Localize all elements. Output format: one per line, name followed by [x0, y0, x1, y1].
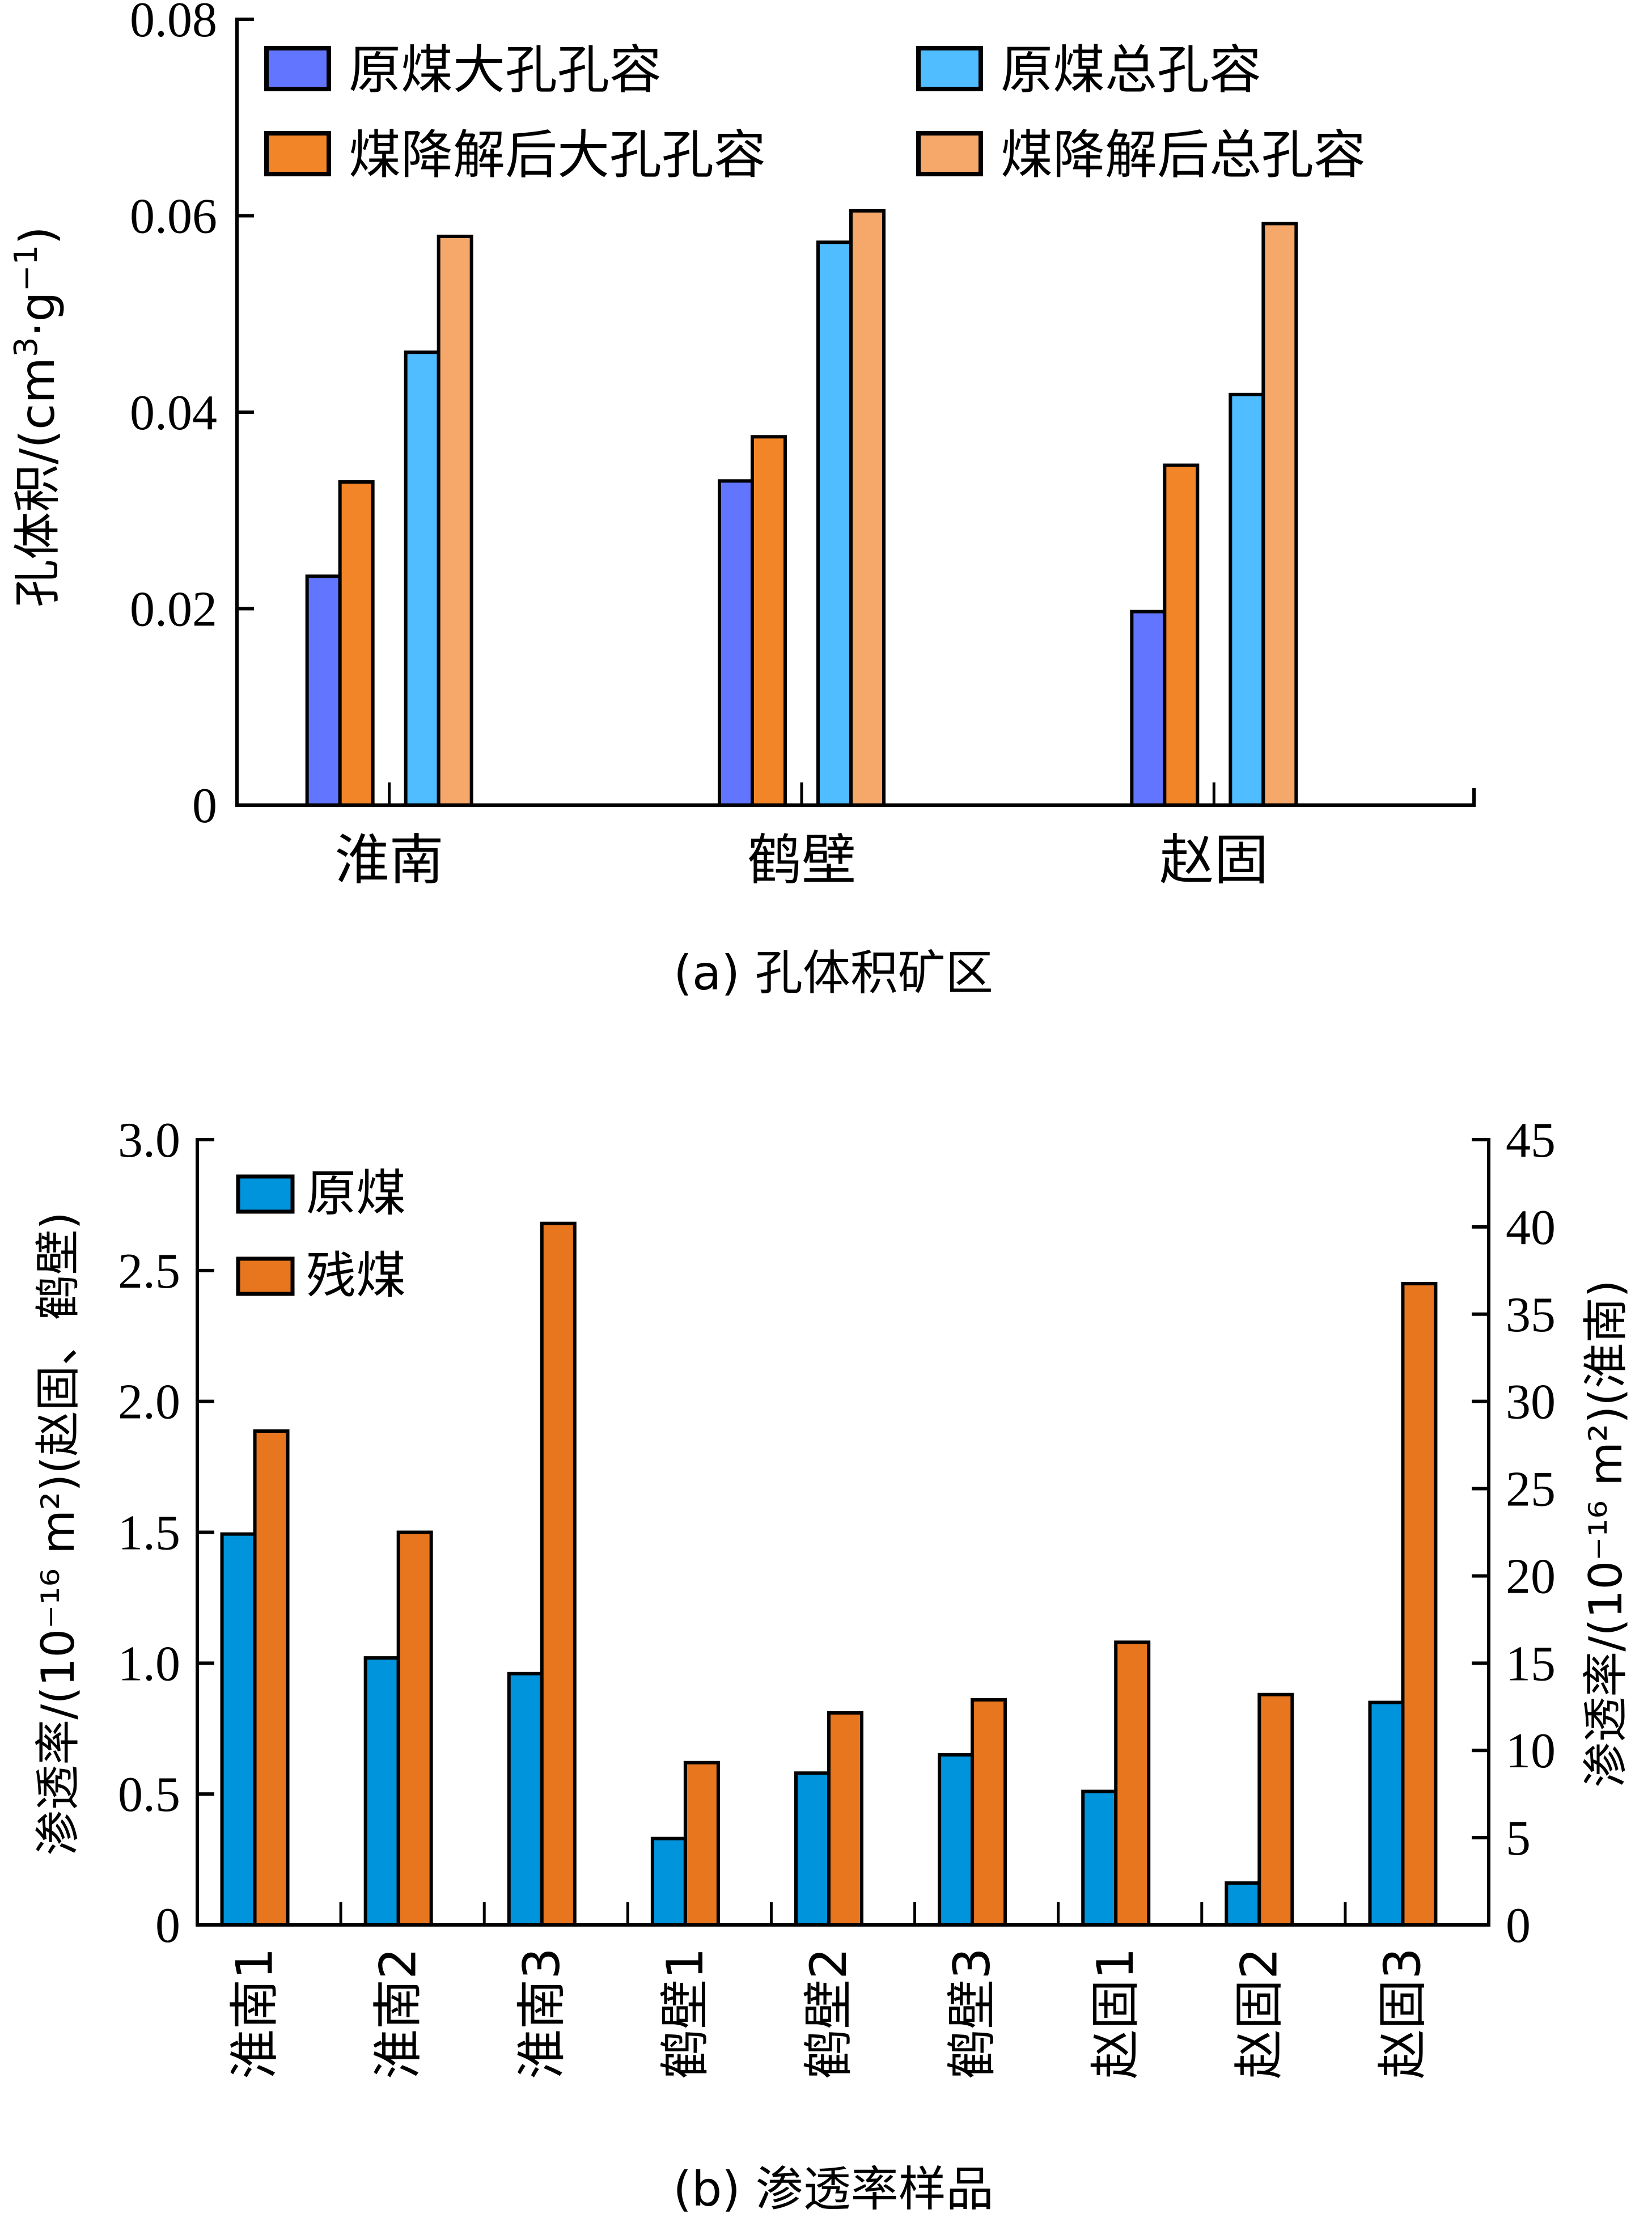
bar-2-0 — [404, 350, 440, 807]
x-tick-label: 赵固1 — [1086, 1948, 1145, 2079]
x-tick-label: 淮南 — [335, 828, 444, 892]
bar-1-5 — [971, 1698, 1007, 1927]
caption: (b) 渗透率样品 — [673, 2161, 994, 2217]
x-tick-label: 淮南2 — [369, 1948, 427, 2079]
axis-lines — [196, 1138, 1490, 1927]
legend-label: 原煤 — [306, 1164, 406, 1222]
bar-3-1 — [849, 209, 886, 807]
legend-swatch — [916, 131, 983, 176]
bar-0-6 — [1081, 1789, 1118, 1927]
x-tick-label: 赵固2 — [1230, 1948, 1288, 2079]
bar-1-4 — [827, 1711, 863, 1927]
bar-3-2 — [1261, 222, 1298, 807]
bar-2-1 — [816, 240, 853, 807]
bar-0-8 — [1368, 1700, 1405, 1927]
axes — [235, 18, 1476, 807]
x-tick-label: 鹤壁3 — [943, 1948, 1001, 2079]
bar-0-3 — [650, 1836, 687, 1927]
bar-0-2 — [507, 1671, 544, 1927]
legend-swatch — [236, 1256, 295, 1296]
y-tick-label-right: 40 — [1506, 1200, 1556, 1255]
x-tick-label: 赵固 — [1159, 828, 1268, 892]
bar-0-0 — [220, 1532, 257, 1927]
x-tick-label: 淮南3 — [512, 1948, 571, 2079]
x-tick-label: 赵固3 — [1373, 1948, 1431, 2079]
bar-0-0 — [305, 574, 342, 807]
bars — [305, 209, 1298, 807]
bar-1-6 — [1114, 1640, 1151, 1927]
bar-0-4 — [794, 1771, 831, 1927]
y-axis-label-left: 渗透率/(10⁻¹⁶ m²)(赵固、鹤壁) — [32, 1212, 84, 1855]
y-tick-label-right: 35 — [1506, 1288, 1556, 1343]
y-tick-label-right: 45 — [1506, 1113, 1556, 1168]
x-tick-label: 鹤壁 — [747, 828, 856, 892]
y-tick-label: 0 — [192, 778, 217, 833]
legend-swatch — [236, 1174, 295, 1214]
y-tick-label: 0.04 — [130, 386, 217, 441]
bar-1-7 — [1257, 1692, 1294, 1927]
axes — [196, 1138, 1490, 1927]
x-tick-label: 鹤壁2 — [799, 1948, 858, 2079]
bar-1-3 — [683, 1761, 720, 1927]
bar-1-2 — [1163, 463, 1200, 807]
bar-1-2 — [540, 1221, 577, 1927]
bar-0-5 — [938, 1753, 975, 1927]
y-tick-label: 0.02 — [130, 582, 217, 637]
x-tick-labels: 淮南 鹤壁 赵固 — [335, 828, 1269, 892]
legend-label: 煤降解后大孔孔容 — [349, 125, 766, 185]
bar-2-2 — [1229, 392, 1265, 807]
legend-swatch — [264, 131, 331, 176]
y-tick-label-right: 5 — [1506, 1811, 1531, 1866]
legend-label: 原煤大孔孔容 — [349, 40, 662, 100]
bar-0-1 — [718, 479, 754, 807]
bar-1-1 — [751, 435, 787, 807]
y-tick-label-right: 15 — [1506, 1636, 1556, 1691]
x-tick-labels: 淮南1 淮南2 淮南3 鹤壁1 鹤壁2 鹤壁3 赵固1 赵固2 赵固3 — [226, 1948, 1432, 2079]
y-tick-label-right: 10 — [1506, 1724, 1556, 1779]
y-tick-label-left: 3.0 — [118, 1113, 180, 1168]
y-tick-label-left: 2.0 — [118, 1375, 180, 1430]
y-ticks: 0 0.02 0.04 0.06 0.08 — [130, 0, 254, 833]
caption: (a) 孔体积矿区 — [673, 945, 993, 1001]
y-axis-label-right: 渗透率/(10⁻¹⁶ m²)(淮南) — [1579, 1280, 1632, 1787]
x-tick-label: 鹤壁1 — [656, 1948, 714, 2079]
y-tick-label-left: 0 — [155, 1898, 180, 1953]
bar-1-0 — [338, 480, 375, 807]
bar-1-8 — [1401, 1281, 1438, 1927]
y-tick-label-right: 20 — [1506, 1549, 1556, 1604]
bar-1-1 — [396, 1530, 433, 1927]
chart-pore-volume: 0 0.02 0.04 0.06 0.08 淮南 鹤壁 赵固 原煤大孔孔容 原煤总孔容煤降解后… — [8, 0, 1476, 1001]
bar-0-1 — [363, 1656, 400, 1927]
bar-3-0 — [437, 234, 473, 807]
y-tick-label-left: 1.5 — [118, 1506, 180, 1561]
legend-swatch — [264, 46, 331, 91]
y-tick-label-right: 30 — [1506, 1375, 1556, 1430]
bar-0-7 — [1225, 1881, 1261, 1927]
legend-swatch — [916, 46, 983, 91]
y-tick-label-left: 1.0 — [118, 1636, 180, 1691]
legend-label: 原煤总孔容 — [1001, 40, 1261, 100]
y-tick-label: 0.06 — [130, 189, 217, 244]
y-tick-label-right: 25 — [1506, 1462, 1556, 1517]
y-tick-label-left: 2.5 — [118, 1244, 180, 1299]
y-ticks-right: 0 5 10 15 20 25 30 35 40 45 — [1472, 1113, 1556, 1953]
axis-lines — [235, 18, 1476, 807]
x-tick-label: 淮南1 — [226, 1948, 284, 2079]
bar-0-2 — [1130, 610, 1167, 807]
y-ticks-left: 0 0.5 1.0 1.5 2.0 2.5 3.0 — [118, 1113, 214, 1953]
y-tick-label-right: 0 — [1506, 1898, 1531, 1953]
bar-1-0 — [253, 1429, 290, 1927]
y-axis-label: 孔体积/(cm3·g−1) — [8, 226, 65, 607]
y-tick-label: 0.08 — [130, 0, 217, 48]
legend-label: 煤降解后总孔容 — [1001, 125, 1366, 185]
bars — [220, 1221, 1438, 1927]
legend-label: 残煤 — [306, 1246, 406, 1305]
y-tick-label-left: 0.5 — [118, 1767, 180, 1822]
